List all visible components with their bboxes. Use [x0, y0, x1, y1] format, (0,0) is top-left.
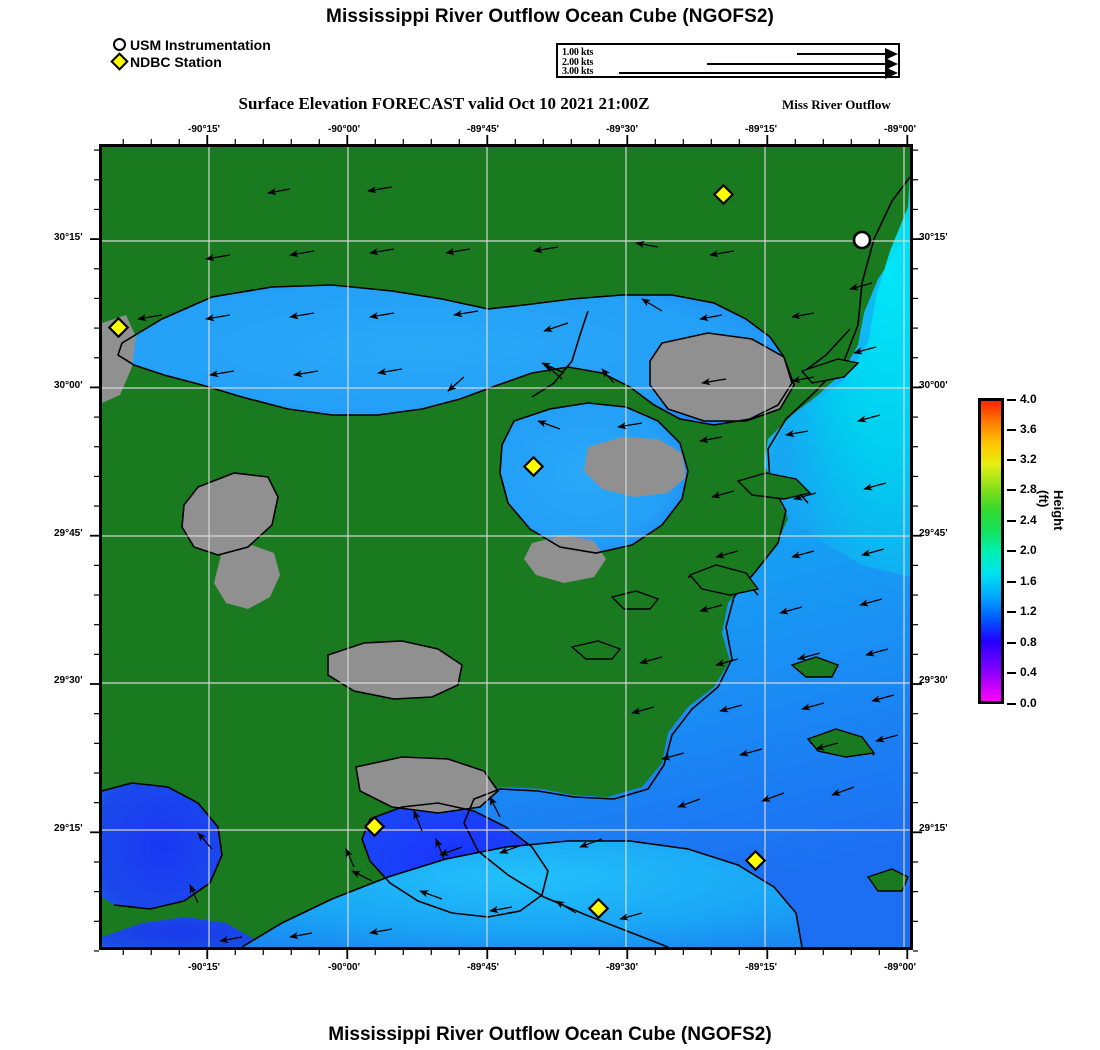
- ndbc-diamond-marker[interactable]: [744, 849, 767, 872]
- usm-circle-marker-icon: [112, 37, 127, 52]
- colorbar-tick-label: 2.4: [1020, 513, 1037, 527]
- station-legend: USM Instrumentation NDBC Station: [110, 36, 271, 71]
- ndbc-diamond-marker-icon: [110, 52, 129, 71]
- vector-scale-row-3: 3.00 kts: [558, 66, 898, 79]
- map-markers[interactable]: [107, 183, 872, 920]
- footer-title: Mississippi River Outflow Ocean Cube (NG…: [328, 1024, 772, 1045]
- model-domain-label: Miss River Outflow: [782, 97, 891, 112]
- mississippi-sound-water: [118, 285, 792, 425]
- colorbar-tick-label: 0.0: [1020, 696, 1037, 710]
- vector-scale-legend: 1.00 kts 2.00 kts 3.00 kts: [556, 43, 900, 79]
- forecast-subtitle: Surface Elevation FORECAST valid Oct 10 …: [238, 94, 650, 113]
- x-tick-label-bottom: -89°00': [884, 962, 916, 973]
- y-tick-label-right: 29°15': [919, 823, 948, 834]
- x-tick-label-bottom: -89°30': [606, 962, 638, 973]
- ocean-water: [462, 147, 910, 947]
- colorbar-tick-label: 4.0: [1020, 392, 1037, 406]
- x-tick-label-bottom: -90°00': [328, 962, 360, 973]
- delta-far-west-water: [102, 917, 258, 947]
- current-vector-field: [137, 186, 899, 944]
- ndbc-diamond-marker[interactable]: [107, 316, 130, 339]
- vector-scale-label-1: 1.00 kts: [562, 47, 594, 58]
- x-tick-label-bottom: -89°45': [467, 962, 499, 973]
- south-bay-water: [242, 841, 802, 947]
- vector-scale-line-1: [797, 53, 887, 55]
- colorbar-tick-label: 3.2: [1020, 452, 1037, 466]
- colorbar-tick: [1007, 399, 1016, 401]
- colorbar-tick-label: 0.4: [1020, 665, 1037, 679]
- colorbar-tick-label: 2.8: [1020, 482, 1037, 496]
- x-tick-label-top: -89°30': [606, 124, 638, 135]
- map-gridlines: [102, 147, 910, 947]
- vector-scale-line-3: [619, 72, 887, 74]
- x-tick-label-top: -89°00': [884, 124, 916, 135]
- ocean-cyan-patch: [770, 173, 910, 577]
- y-tick-label-right: 30°15': [919, 232, 948, 243]
- x-tick-label-bottom: -89°15': [745, 962, 777, 973]
- x-tick-label-bottom: -90°15': [188, 962, 220, 973]
- colorbar-tick-label: 3.6: [1020, 422, 1037, 436]
- colorbar-tick-label: 2.0: [1020, 543, 1037, 557]
- colorbar-tick: [1007, 642, 1016, 644]
- usm-circle-marker[interactable]: [852, 230, 872, 250]
- colorbar-title: Height (ft): [1036, 490, 1066, 531]
- marsh-regions: [102, 315, 794, 813]
- colorbar-tick: [1007, 672, 1016, 674]
- vector-scale-label-3: 3.00 kts: [562, 66, 594, 77]
- map-canvas[interactable]: [102, 147, 910, 947]
- colorbar-tick: [1007, 489, 1016, 491]
- delta-west-water: [102, 783, 222, 909]
- colorbar-tick-label: 1.2: [1020, 604, 1037, 618]
- colorbar-tick: [1007, 520, 1016, 522]
- y-tick-label-right: 29°30': [919, 675, 948, 686]
- colorbar-tick: [1007, 703, 1016, 705]
- colorbar-tick-label: 1.6: [1020, 574, 1037, 588]
- colorbar-tick: [1007, 550, 1016, 552]
- vector-scale-arrowhead-1: [885, 47, 898, 60]
- y-tick-label-right: 29°45': [919, 528, 948, 539]
- y-tick-label-left: 29°45': [54, 528, 83, 539]
- vector-scale-arrowhead-3: [885, 66, 898, 79]
- x-tick-label-top: -89°45': [467, 124, 499, 135]
- colorbar-tick: [1007, 429, 1016, 431]
- ndbc-diamond-marker[interactable]: [587, 897, 610, 920]
- legend-item-ndbc-label: NDBC Station: [130, 53, 222, 70]
- ndbc-diamond-marker[interactable]: [712, 183, 735, 206]
- legend-item-ndbc: NDBC Station: [110, 52, 271, 71]
- ndbc-diamond-marker[interactable]: [363, 815, 386, 838]
- vector-scale-label-2: 2.00 kts: [562, 57, 594, 68]
- y-tick-label-left: 30°00': [54, 380, 83, 391]
- page-title: Mississippi River Outflow Ocean Cube (NG…: [326, 6, 774, 27]
- colorbar-tick: [1007, 459, 1016, 461]
- y-tick-label-left: 29°15': [54, 823, 83, 834]
- legend-item-usm: USM Instrumentation: [112, 36, 271, 53]
- colorbar-tick-label: 0.8: [1020, 635, 1037, 649]
- colorbar-tick: [1007, 611, 1016, 613]
- map-plot-area[interactable]: [99, 144, 913, 950]
- barrier-islands: [570, 358, 909, 892]
- y-tick-label-left: 29°30': [54, 675, 83, 686]
- colorbar-gradient[interactable]: [978, 398, 1004, 704]
- vector-scale-line-2: [707, 63, 887, 65]
- vector-scale-row-1: 1.00 kts: [558, 47, 898, 60]
- y-tick-label-right: 30°00': [919, 380, 948, 391]
- y-tick-label-left: 30°15': [54, 232, 83, 243]
- colorbar-tick: [1007, 581, 1016, 583]
- ndbc-diamond-marker[interactable]: [522, 455, 545, 478]
- x-tick-label-top: -90°00': [328, 124, 360, 135]
- legend-item-usm-label: USM Instrumentation: [130, 36, 271, 53]
- x-tick-label-top: -90°15': [188, 124, 220, 135]
- x-tick-label-top: -89°15': [745, 124, 777, 135]
